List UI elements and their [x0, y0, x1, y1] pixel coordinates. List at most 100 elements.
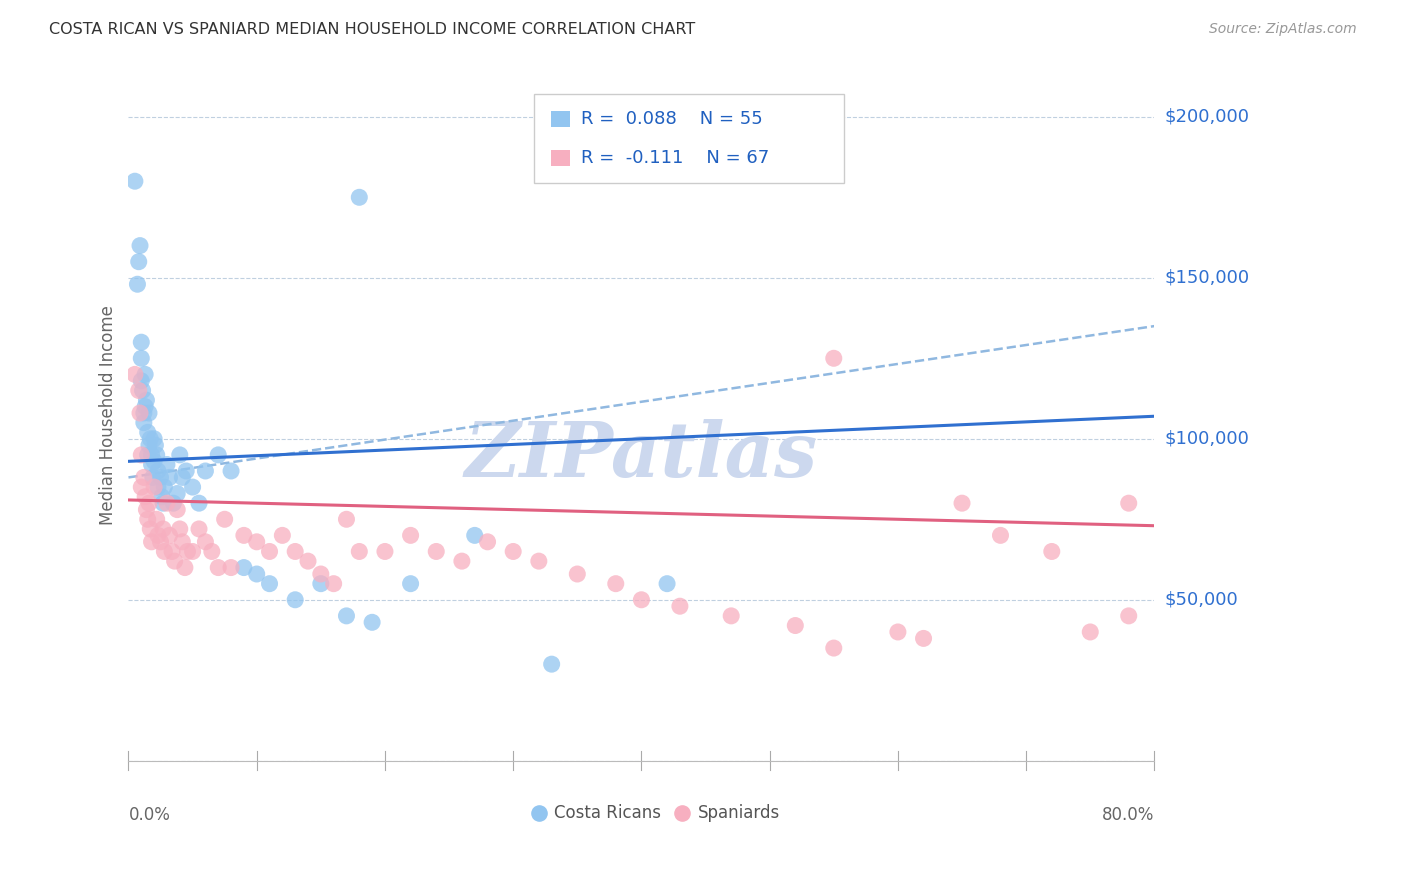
Point [823, 351, 845, 366]
Point [141, 534, 163, 549]
Text: COSTA RICAN VS SPANIARD MEDIAN HOUSEHOLD INCOME CORRELATION CHART: COSTA RICAN VS SPANIARD MEDIAN HOUSEHOLD… [49, 22, 696, 37]
Point [605, 576, 627, 591]
Point [162, 496, 184, 510]
Point [159, 528, 181, 542]
Point [132, 406, 155, 420]
Point [129, 374, 152, 388]
Point [134, 368, 156, 382]
Point [141, 458, 163, 472]
Point [169, 522, 191, 536]
Point [149, 534, 172, 549]
Point [134, 490, 156, 504]
Point [181, 480, 204, 494]
Point [297, 554, 319, 568]
Point [138, 496, 160, 510]
Point [399, 528, 422, 542]
Point [194, 534, 217, 549]
Point [124, 368, 146, 382]
Point [271, 528, 294, 542]
Point [139, 522, 162, 536]
Point [169, 448, 191, 462]
Point [172, 534, 194, 549]
Text: Source: ZipAtlas.com: Source: ZipAtlas.com [1209, 22, 1357, 37]
Point [142, 470, 165, 484]
Point [810, 754, 832, 768]
Point [143, 454, 166, 468]
Point [138, 438, 160, 452]
Point [129, 351, 152, 366]
Point [136, 448, 159, 462]
Point [127, 277, 149, 292]
Point [156, 496, 179, 510]
Point [464, 528, 486, 542]
Point [219, 464, 242, 478]
Point [214, 512, 236, 526]
Point [207, 448, 229, 462]
Point [309, 567, 332, 582]
Point [669, 599, 692, 614]
Point [194, 464, 217, 478]
Point [132, 416, 155, 430]
Point [166, 486, 188, 500]
Y-axis label: Median Household Income: Median Household Income [100, 305, 117, 524]
Point [361, 615, 384, 630]
Point [172, 470, 194, 484]
Text: $150,000: $150,000 [1164, 268, 1250, 287]
Point [176, 544, 198, 558]
Text: ZIPatlas: ZIPatlas [465, 419, 818, 493]
Point [132, 470, 155, 484]
Point [128, 254, 150, 268]
Point [134, 400, 156, 414]
Point [129, 448, 152, 462]
Point [259, 544, 281, 558]
Point [1078, 624, 1101, 639]
Point [129, 480, 152, 494]
Point [159, 470, 181, 484]
Text: R =  -0.111    N = 67: R = -0.111 N = 67 [582, 149, 769, 167]
Point [174, 560, 197, 574]
Point [540, 657, 562, 672]
Point [246, 534, 269, 549]
Point [163, 554, 186, 568]
Point [232, 528, 254, 542]
Point [309, 576, 332, 591]
Point [477, 534, 499, 549]
Point [284, 592, 307, 607]
Point [143, 480, 166, 494]
Point [246, 567, 269, 582]
Point [188, 496, 211, 510]
Point [1118, 608, 1140, 623]
Point [527, 554, 550, 568]
Point [823, 641, 845, 656]
Point [630, 592, 652, 607]
Text: $100,000: $100,000 [1164, 430, 1250, 448]
Point [150, 490, 173, 504]
Text: 80.0%: 80.0% [1102, 805, 1154, 824]
Point [135, 502, 157, 516]
Text: R =  0.088    N = 55: R = 0.088 N = 55 [582, 110, 763, 128]
Point [129, 238, 152, 252]
Point [912, 632, 935, 646]
Point [145, 448, 167, 462]
Point [146, 528, 169, 542]
Point [124, 174, 146, 188]
Point [201, 544, 224, 558]
Point [207, 560, 229, 574]
Point [146, 464, 169, 478]
Point [174, 464, 197, 478]
Point [166, 502, 188, 516]
Point [349, 544, 371, 558]
Text: Spaniards: Spaniards [697, 804, 780, 822]
Point [152, 496, 174, 510]
Point [149, 470, 172, 484]
Point [630, 754, 652, 768]
Point [990, 528, 1012, 542]
Point [181, 544, 204, 558]
Text: $200,000: $200,000 [1164, 108, 1250, 126]
Point [131, 384, 153, 398]
Point [153, 544, 176, 558]
Point [138, 406, 160, 420]
Point [259, 576, 281, 591]
Point [188, 522, 211, 536]
Point [145, 512, 167, 526]
